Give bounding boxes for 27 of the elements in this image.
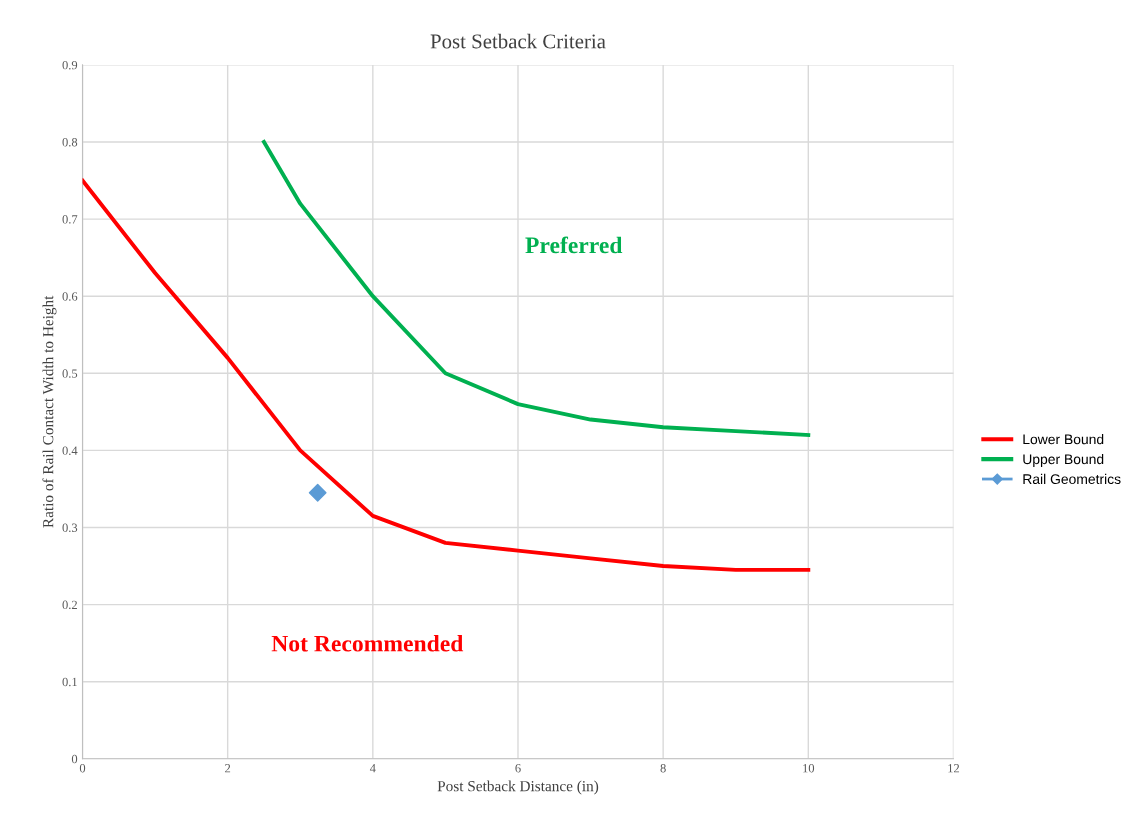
y-tick-label: 0.8 — [62, 138, 78, 147]
x-tick-label: 2 — [225, 764, 231, 773]
x-tick-label: 12 — [948, 764, 960, 773]
x-tick-label: 4 — [369, 764, 376, 773]
y-tick-label: 0 — [71, 754, 78, 764]
annotation: Not Recommended — [271, 634, 464, 652]
x-tick-label: 10 — [803, 764, 815, 773]
x-tick-label: 6 — [515, 764, 521, 773]
y-tick-label: 0.2 — [62, 600, 77, 610]
y-tick-label: 0.1 — [62, 677, 77, 687]
x-axis-title: Post Setback Distance (in) — [437, 780, 599, 795]
y-tick-label: 0.3 — [62, 523, 78, 532]
line-series — [82, 178, 811, 572]
chart-title: Post Setback Criteria — [430, 33, 606, 49]
y-tick-label: 0.6 — [62, 292, 78, 301]
annotation: Preferred — [525, 236, 623, 254]
y-tick-label: 0.5 — [62, 369, 78, 378]
legend-label: Upper Bound — [1023, 453, 1104, 467]
legend-label: Rail Geometrics — [1023, 473, 1121, 485]
legend-label: Lower Bound — [1023, 434, 1104, 445]
y-tick-label: 0.4 — [62, 446, 78, 455]
y-tick-label: 0.7 — [62, 215, 78, 224]
y-tick-label: 0.9 — [62, 60, 78, 70]
y-axis-title: Ratio of Rail Contact Width to Height — [42, 295, 57, 528]
x-tick-label: 0 — [79, 764, 86, 773]
line-series — [262, 140, 811, 437]
x-tick-label: 8 — [660, 764, 666, 773]
